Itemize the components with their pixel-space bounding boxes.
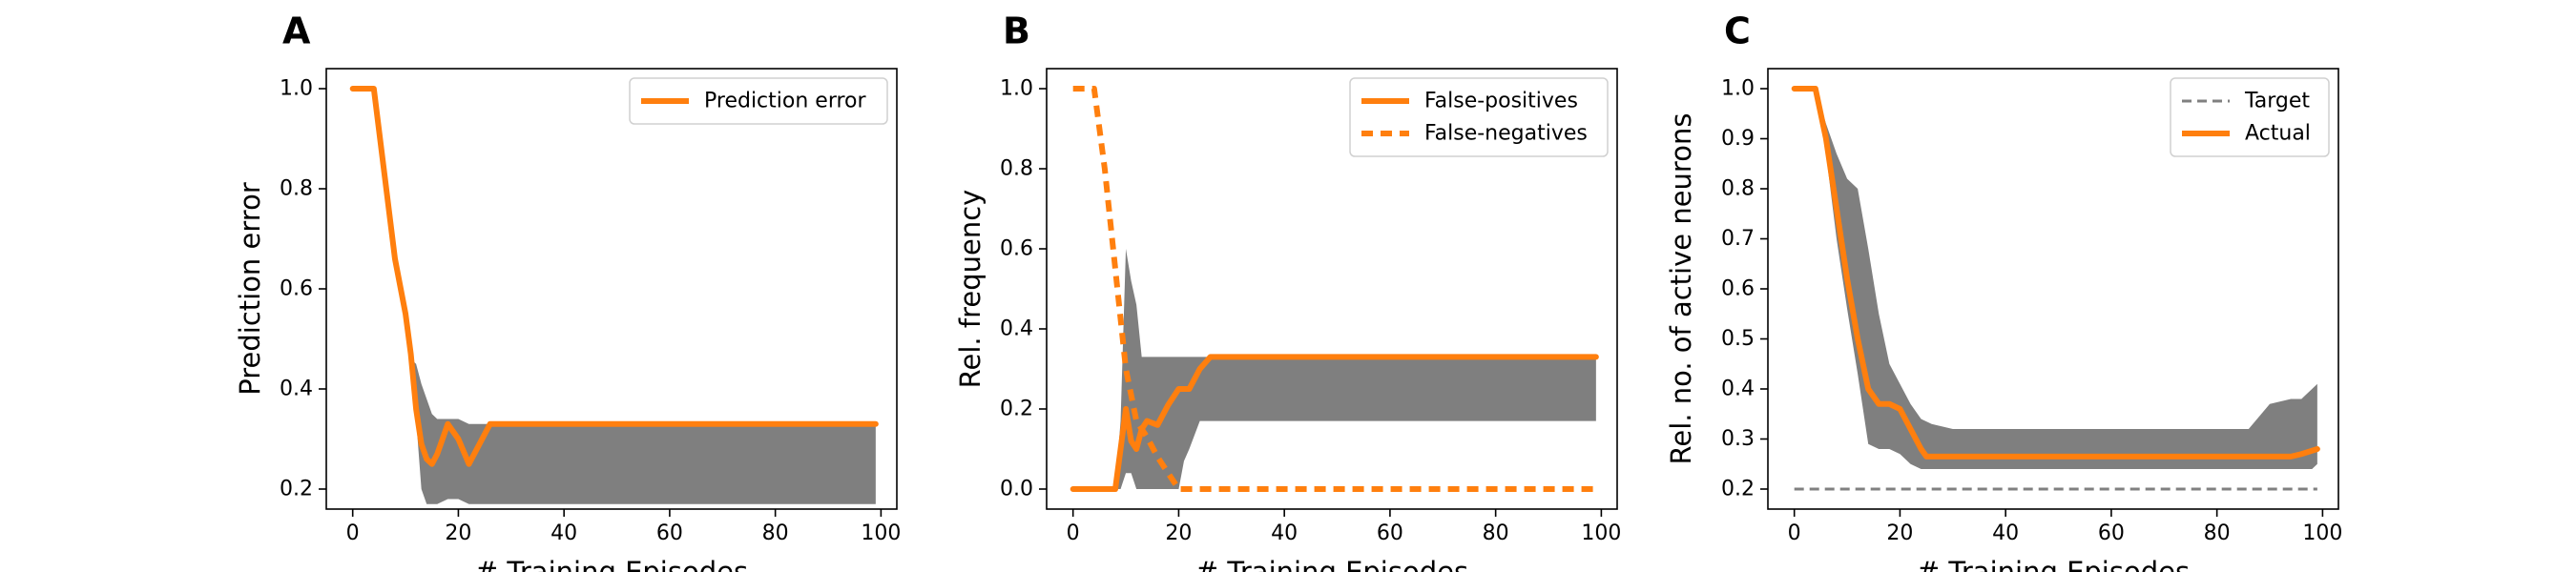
- panel-c-y-tick-label: 0.6: [1721, 277, 1755, 301]
- panel-c-chart: C 0 20 40 60 80 100 0.2 0.3 0.4 0.5 0.6 0.7 0.8 0.9 1.0…: [1665, 10, 2342, 572]
- panel-b-x-tick-label: 60: [1377, 521, 1403, 545]
- panel-b-legend: False-positives False-negatives: [1349, 77, 1609, 157]
- panel-a-chart: A 0 20 40 60 80 100 0.2 0.4 0.6 0.8 1.0 # Training E…: [234, 10, 901, 572]
- panel-c-legend-label: Actual: [2245, 122, 2311, 146]
- panel-a-y-tick-label: 1.0: [280, 77, 313, 101]
- panel-a-y-tick-label: 0.6: [280, 277, 313, 301]
- panel-a-y-tick-label: 0.8: [280, 177, 313, 201]
- panel-c-y-axis-label: Rel. no. of active neurons: [1665, 113, 1697, 465]
- panel-c-y-tick-label: 0.7: [1721, 227, 1755, 251]
- panel-a-x-tick-label: 80: [762, 521, 789, 545]
- panel-a-legend-box: [629, 77, 888, 125]
- panel-b-letter: B: [1003, 10, 1030, 52]
- panel-a-legend-label: Prediction error: [704, 90, 866, 113]
- panel-b-axes-frame: [1046, 68, 1618, 510]
- panel-c-x-tick-label: 60: [2098, 521, 2125, 545]
- panel-b-x-tick-label: 40: [1271, 521, 1298, 545]
- panel-a-y-axis-label: Prediction error: [234, 182, 266, 396]
- panel-c-y-tick-label: 0.2: [1721, 478, 1755, 501]
- panel-a-data: [349, 86, 879, 504]
- panel-a-letter: A: [282, 10, 311, 52]
- panel-c-legend-box: [2170, 77, 2330, 157]
- panel-a-x-tick-label: 20: [445, 521, 471, 545]
- panel-c-letter: C: [1724, 10, 1751, 52]
- panel-b-confidence-band: [1072, 249, 1596, 489]
- panel-c-x-tick-label: 40: [1992, 521, 2019, 545]
- panel-a-y-tick-label: 0.2: [280, 478, 313, 501]
- panel-a-x-tick-label: 40: [551, 521, 577, 545]
- panel-c-legend: Target Actual: [2170, 77, 2330, 157]
- panel-a-legend: Prediction error: [629, 77, 888, 125]
- panel-c-data: [1791, 86, 2320, 491]
- panel-b-y-tick-label: 1.0: [1000, 77, 1033, 101]
- panel-b-y-tick-label: 0.8: [1000, 157, 1033, 181]
- panel-a-y-tick-label: 0.4: [280, 378, 313, 401]
- panel-b-legend-label: False-negatives: [1424, 122, 1588, 146]
- panel-c-x-tick-label: 20: [1886, 521, 1913, 545]
- panel-c-legend-label: Target: [2244, 90, 2310, 113]
- panel-c-x-tick-label: 100: [2302, 521, 2342, 545]
- panel-c-y-tick-label: 0.8: [1721, 177, 1755, 201]
- panel-b-series-false-negatives: [1072, 86, 1596, 492]
- panel-c-y-tick-label: 0.5: [1721, 327, 1755, 351]
- panel-b-x-tick-label: 80: [1483, 521, 1509, 545]
- panel-c-x-tick-label: 80: [2204, 521, 2231, 545]
- panel-c-y-tick-label: 1.0: [1721, 77, 1755, 101]
- panel-c-y-tick-label: 0.3: [1721, 427, 1755, 451]
- panel-a-x-tick-label: 60: [656, 521, 683, 545]
- panel-a-x-tick-label: 0: [346, 521, 360, 545]
- panel-b-x-axis-label: # Training Episodes: [1195, 556, 1468, 572]
- panel-a-confidence-band: [352, 89, 876, 504]
- panel-c-y-tick-label: 0.9: [1721, 127, 1755, 151]
- panel-a-x-tick-label: 100: [861, 521, 901, 545]
- panel-b-series-false-positives: [1070, 354, 1599, 492]
- panel-c-y-tick-label: 0.4: [1721, 378, 1755, 401]
- panel-b-y-tick-label: 0.0: [1000, 478, 1033, 501]
- panel-c-confidence-band: [1794, 89, 2317, 469]
- panel-c-x-axis-label: # Training Episodes: [1917, 556, 2190, 572]
- panel-b-legend-label: False-positives: [1424, 90, 1578, 113]
- panel-c-series-actual: [1791, 86, 2320, 460]
- panel-b-chart: B 0 20 40 60 80 100 0.0 0.2 0.4 0.6 0.8 1.0 # Trainin…: [954, 10, 1621, 572]
- panel-b-y-tick-label: 0.2: [1000, 398, 1033, 421]
- panel-c-x-tick-label: 0: [1788, 521, 1801, 545]
- panel-b-x-tick-label: 20: [1165, 521, 1192, 545]
- panel-b-data: [1070, 86, 1599, 492]
- panel-b-y-axis-label: Rel. frequency: [954, 190, 987, 389]
- panel-a-x-axis-label: # Training Episodes: [475, 556, 748, 572]
- panel-b-legend-box: [1349, 77, 1609, 157]
- panel-b-y-tick-label: 0.6: [1000, 237, 1033, 261]
- panel-a-series-prediction-error: [349, 86, 879, 467]
- panel-b-y-tick-label: 0.4: [1000, 317, 1033, 341]
- panel-b-x-tick-label: 0: [1067, 521, 1080, 545]
- panel-b-x-tick-label: 100: [1581, 521, 1621, 545]
